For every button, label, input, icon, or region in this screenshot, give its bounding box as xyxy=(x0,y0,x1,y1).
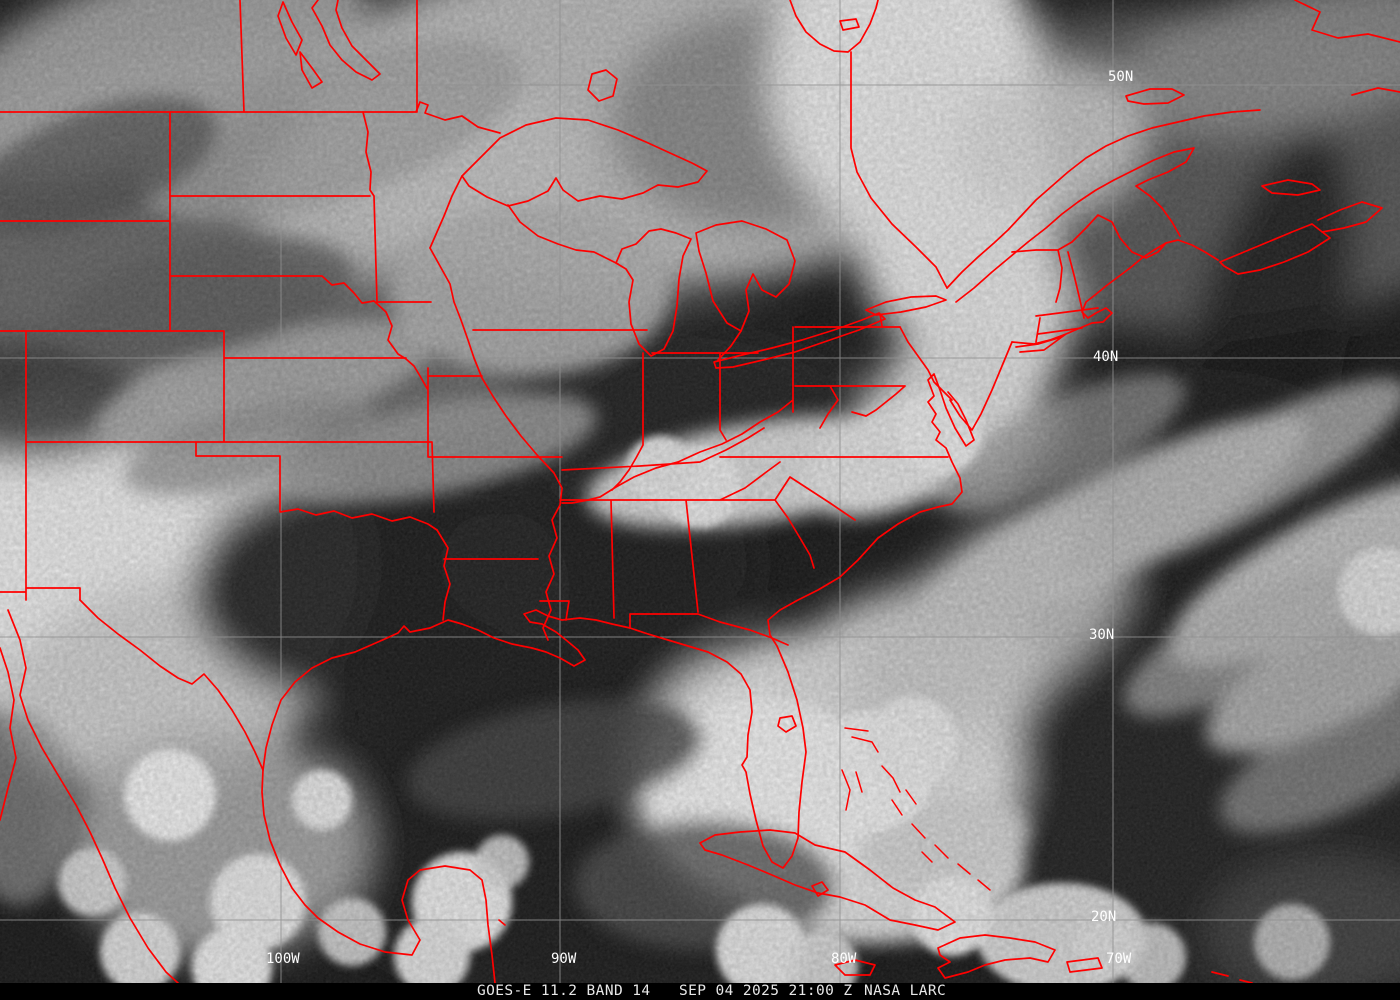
atlantic-gulf-coastline xyxy=(262,341,1013,869)
st-lawrence-coastlines xyxy=(946,88,1261,303)
puerto-rico-outline xyxy=(1066,957,1253,983)
james-bay-coastline xyxy=(789,0,879,53)
newfoundland-fragments xyxy=(1294,0,1400,96)
bahamas-islands xyxy=(841,727,991,891)
caption-bar: GOES-E 11.2 BAND 14 SEP 04 2025 21:00 Z … xyxy=(0,983,1400,1000)
southeast-state-borders xyxy=(436,456,949,646)
mississippi-river xyxy=(429,247,563,641)
yucatan-coastline xyxy=(261,769,506,983)
rio-grande-border xyxy=(79,599,264,771)
plains-state-borders xyxy=(0,111,648,601)
lake-erie-outline xyxy=(713,312,886,369)
mexico-pacific-coastline xyxy=(7,609,179,983)
caption-datetime: SEP 04 2025 21:00 Z xyxy=(679,983,853,999)
lake-nipigon-outline xyxy=(587,69,618,102)
lake-winnipeg-outline xyxy=(277,0,381,89)
caption-product: GOES-E 11.2 BAND 14 xyxy=(477,983,651,999)
midwest-state-borders xyxy=(561,326,906,504)
canada-province-borders xyxy=(239,0,948,289)
lake-okeechobee-outline xyxy=(777,715,797,733)
lon-label-70w: 70W xyxy=(1106,951,1132,967)
lon-label-90w: 90W xyxy=(551,951,577,967)
grid-labels: 50N 40N 30N 20N 100W 90W 80W 70W xyxy=(266,69,1133,967)
lon-label-100w: 100W xyxy=(266,951,300,967)
maritime-provinces-coastline xyxy=(1165,179,1383,275)
jamaica-outline xyxy=(834,959,876,976)
lat-label-30n: 30N xyxy=(1089,627,1114,643)
northeast-state-borders xyxy=(899,214,1167,401)
lake-ontario-outline xyxy=(717,295,947,361)
caption-credit: NASA LARC xyxy=(864,983,947,999)
lat-label-50n: 50N xyxy=(1108,69,1133,85)
cuba-outline xyxy=(699,829,956,931)
lon-label-80w: 80W xyxy=(831,951,857,967)
lat-label-40n: 40N xyxy=(1093,349,1118,365)
baja-california-coastline xyxy=(0,647,17,821)
hispaniola-outline xyxy=(937,934,1056,979)
lat-label-20n: 20N xyxy=(1091,909,1116,925)
lake-superior-outline xyxy=(461,117,708,207)
lake-huron-outline xyxy=(695,220,796,332)
